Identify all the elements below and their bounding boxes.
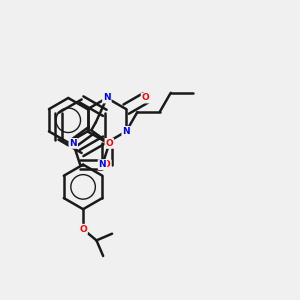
Text: N: N [103,94,111,103]
Text: N: N [122,127,130,136]
Text: O: O [79,225,87,234]
Text: O: O [103,160,111,169]
Text: O: O [105,139,113,148]
Text: N: N [99,160,106,169]
Text: O: O [142,94,149,103]
Text: N: N [69,139,77,148]
